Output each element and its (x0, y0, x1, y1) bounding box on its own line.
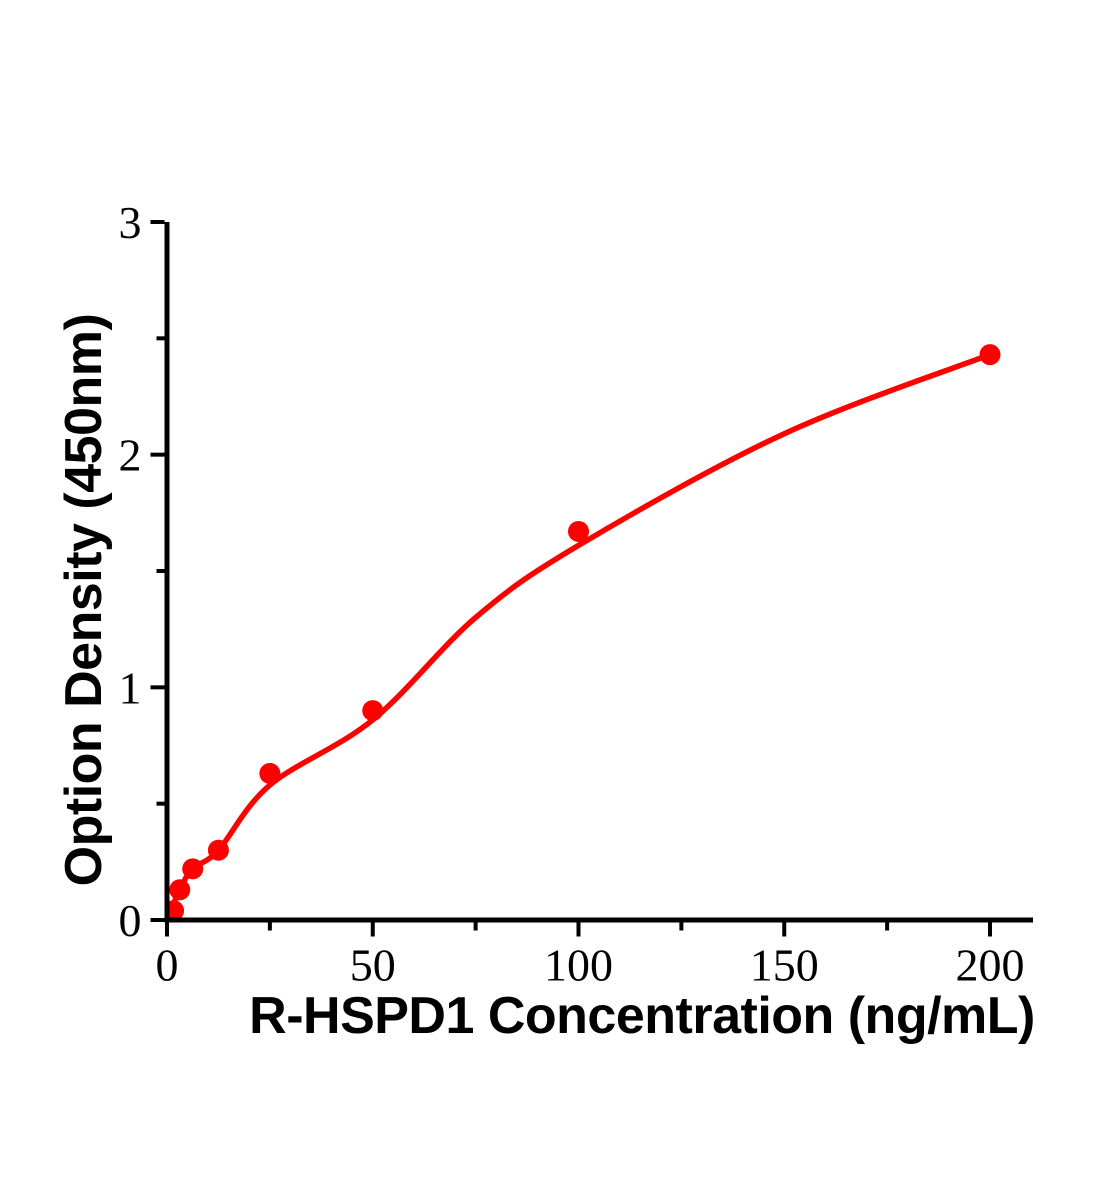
fit-curve (167, 351, 993, 920)
data-point-marker (568, 520, 589, 542)
y-tick-label: 0 (119, 895, 142, 946)
axes (164, 222, 1033, 923)
ticks (150, 220, 992, 937)
y-tick-label: 1 (119, 662, 142, 713)
x-tick-label: 50 (350, 940, 396, 991)
y-axis-title: Option Density (450nm) (55, 313, 113, 887)
plot-area (167, 344, 1001, 920)
x-tick-label: 150 (750, 940, 819, 991)
x-tick-label: 0 (156, 940, 179, 991)
y-tick-label: 2 (119, 430, 142, 481)
x-tick-label: 200 (956, 940, 1025, 991)
x-tick-label: 100 (544, 940, 613, 991)
y-tick-label: 3 (119, 197, 142, 248)
x-axis-title: R-HSPD1 Concentration (ng/mL) (249, 987, 1035, 1045)
